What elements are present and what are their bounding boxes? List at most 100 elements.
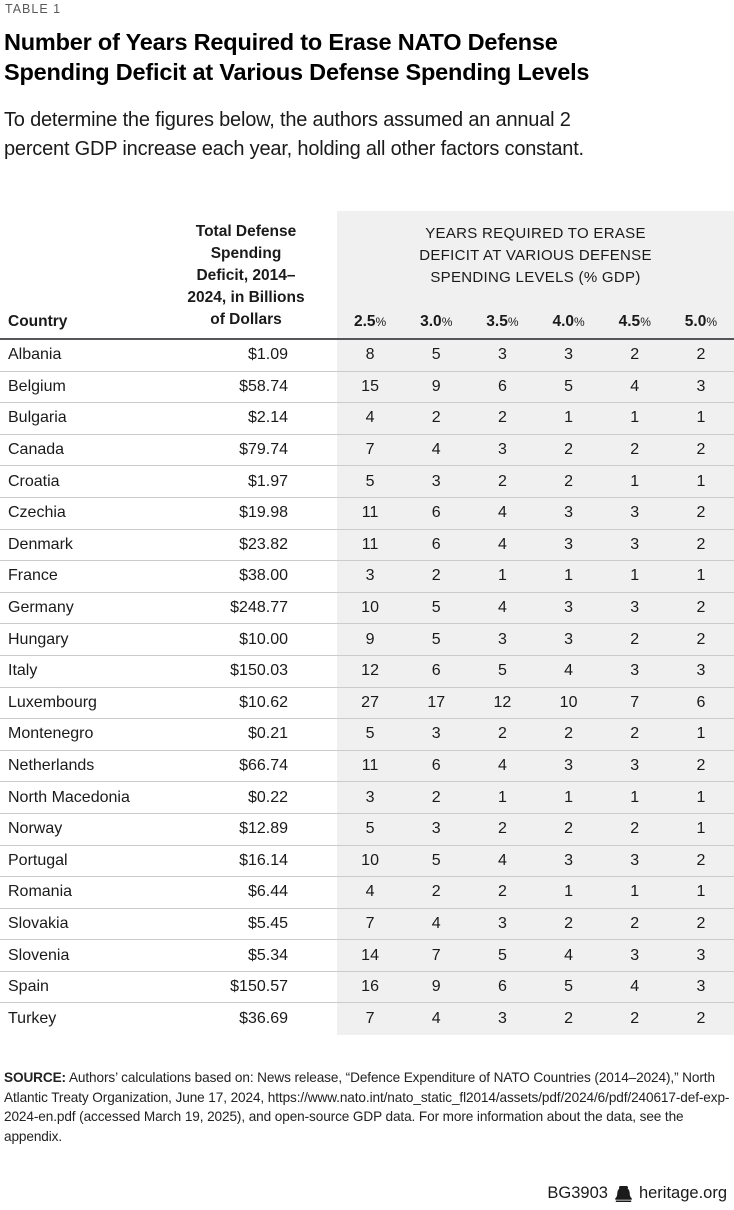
- spending-level-header: 3.0%: [420, 313, 453, 330]
- years-cell: 4: [630, 377, 640, 395]
- years-cell: 6: [497, 377, 507, 395]
- years-cell: 3: [497, 1010, 507, 1028]
- years-cell: 3: [696, 946, 706, 964]
- deficit-cell: $36.69: [239, 1010, 288, 1028]
- country-cell: Portugal: [8, 851, 68, 869]
- years-cell: 1: [564, 883, 574, 901]
- table-row: Portugal $16.14 10 5 4 3 3 2: [0, 846, 734, 878]
- years-cell: 9: [431, 978, 441, 996]
- years-cell: 3: [630, 599, 640, 617]
- years-cell: 2: [630, 725, 640, 743]
- country-cell: Belgium: [8, 377, 66, 395]
- deficit-cell: $0.22: [247, 788, 288, 806]
- years-cell: 2: [564, 914, 574, 932]
- years-cell: 3: [630, 757, 640, 775]
- years-cell: 3: [696, 978, 706, 996]
- table-title: Number of Years Required to Erase NATO D…: [4, 27, 589, 87]
- years-cell: 1: [696, 883, 706, 901]
- years-cell: 5: [431, 599, 441, 617]
- country-cell: Montenegro: [8, 725, 94, 743]
- deficit-cell: $12.89: [239, 820, 288, 838]
- years-cell: 9: [365, 630, 375, 648]
- years-cell: 1: [696, 567, 706, 585]
- years-cell: 1: [564, 788, 574, 806]
- years-cell: 3: [696, 377, 706, 395]
- years-cell: 2: [630, 630, 640, 648]
- years-cell: 4: [564, 946, 574, 964]
- years-cell: 2: [497, 472, 507, 490]
- country-cell: Germany: [8, 599, 74, 617]
- years-cell: 4: [630, 978, 640, 996]
- years-cell: 2: [630, 820, 640, 838]
- years-cell: 11: [361, 535, 379, 553]
- deficit-cell: $16.14: [239, 851, 288, 869]
- years-cell: 4: [497, 599, 507, 617]
- spending-level-header: 4.0%: [552, 313, 585, 330]
- site-link: heritage.org: [638, 1184, 727, 1202]
- country-cell: Hungary: [8, 630, 69, 648]
- country-cell: Italy: [8, 662, 38, 680]
- years-cell: 3: [630, 662, 640, 680]
- deficit-cell: $150.03: [230, 662, 288, 680]
- table-row: Slovakia $5.45 7 4 3 2 2 2: [0, 909, 734, 941]
- years-cell: 5: [564, 377, 574, 395]
- deficit-cell: $79.74: [239, 441, 288, 459]
- doc-id: BG3903: [547, 1184, 608, 1202]
- table-row: Czechia $19.98 11 6 4 3 3 2: [0, 498, 734, 530]
- table-row: France $38.00 3 2 1 1 1 1: [0, 561, 734, 593]
- years-cell: 6: [431, 535, 441, 553]
- spending-level-row: 2.5% 3.0% 3.5% 4.0% 4.5% 5.0%: [337, 313, 734, 331]
- years-cell: 1: [630, 883, 640, 901]
- years-cell: 4: [497, 851, 507, 869]
- years-cell: 1: [630, 472, 640, 490]
- country-cell: Turkey: [8, 1010, 57, 1028]
- years-cell: 2: [696, 535, 706, 553]
- years-cell: 2: [696, 1010, 706, 1028]
- deficit-cell: $5.34: [247, 946, 288, 964]
- years-cell: 3: [431, 820, 441, 838]
- years-cell: 3: [564, 630, 574, 648]
- years-cell: 3: [630, 946, 640, 964]
- years-cell: 7: [365, 914, 375, 932]
- years-cell: 2: [564, 725, 574, 743]
- years-cell: 5: [365, 472, 375, 490]
- years-cell: 10: [361, 851, 379, 869]
- country-cell: Albania: [8, 346, 62, 364]
- country-cell: Croatia: [8, 472, 60, 490]
- table-body: Albania $1.09 8 5 3 3 2 2 Belgium $58.74…: [0, 338, 734, 1035]
- country-cell: Luxembourg: [8, 693, 97, 711]
- deficit-cell: $6.44: [247, 883, 288, 901]
- years-cell: 9: [431, 377, 441, 395]
- years-cell: 2: [630, 914, 640, 932]
- years-cell: 3: [497, 630, 507, 648]
- years-cell: 5: [365, 820, 375, 838]
- years-cell: 3: [630, 535, 640, 553]
- years-cell: 6: [431, 504, 441, 522]
- country-cell: Canada: [8, 441, 65, 459]
- table-subtitle: To determine the figures below, the auth…: [4, 106, 584, 164]
- years-cell: 5: [431, 346, 441, 364]
- deficit-cell: $1.97: [247, 472, 288, 490]
- years-required-group-header: YEARS REQUIRED TO ERASE DEFICIT AT VARIO…: [337, 223, 734, 289]
- table-row: Albania $1.09 8 5 3 3 2 2: [0, 340, 734, 372]
- years-cell: 5: [431, 851, 441, 869]
- years-cell: 6: [497, 978, 507, 996]
- deficit-cell: $19.98: [239, 504, 288, 522]
- years-cell: 1: [564, 567, 574, 585]
- years-cell: 7: [365, 1010, 375, 1028]
- years-cell: 2: [431, 567, 441, 585]
- table-row: Montenegro $0.21 5 3 2 2 2 1: [0, 719, 734, 751]
- years-cell: 4: [497, 757, 507, 775]
- years-cell: 1: [696, 472, 706, 490]
- years-cell: 5: [497, 662, 507, 680]
- country-cell: Slovakia: [8, 914, 69, 932]
- years-cell: 1: [564, 409, 574, 427]
- years-cell: 3: [630, 851, 640, 869]
- years-cell: 3: [564, 757, 574, 775]
- years-cell: 14: [361, 946, 379, 964]
- table-header: Country Total Defense Spending Deficit, …: [0, 211, 734, 338]
- deficit-column-header: Total Defense Spending Deficit, 2014–202…: [155, 221, 337, 331]
- years-cell: 2: [564, 441, 574, 459]
- years-cell: 4: [497, 535, 507, 553]
